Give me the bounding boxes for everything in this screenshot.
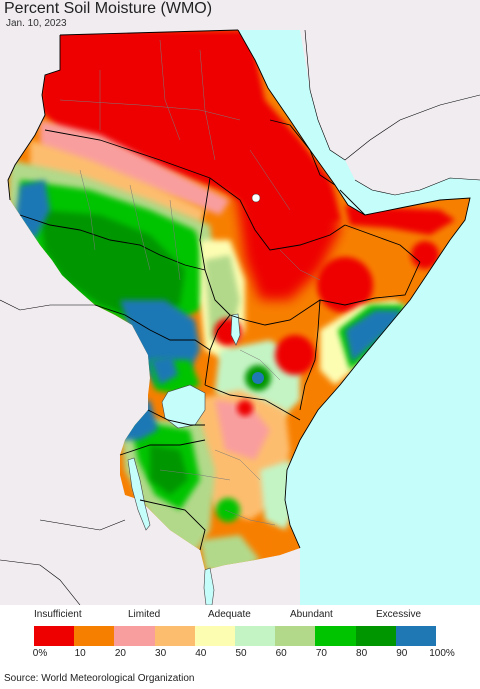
legend-tick-label: 40 (195, 648, 207, 659)
legend-tick-label: 80 (356, 648, 368, 659)
legend-swatch (355, 626, 396, 646)
legend-tick-label: 0% (32, 648, 48, 659)
legend-tick-label: 100% (429, 648, 455, 659)
map-title: Percent Soil Moisture (WMO) (4, 0, 213, 17)
legend-category-insufficient: Insufficient (34, 609, 82, 620)
legend-category-adequate: Adequate (208, 609, 251, 620)
legend-swatch (315, 626, 356, 646)
legend-swatch (194, 626, 236, 646)
legend-color-bar (34, 626, 437, 646)
legend-ticks: 0% 10 20 30 40 50 60 70 80 90 100% (0, 648, 480, 662)
southern-outside (0, 300, 300, 605)
coastline (237, 29, 471, 549)
legend-categories: Insufficient Limited Adequate Abundant E… (0, 609, 480, 623)
source-credit: Source: World Meteorological Organizatio… (4, 673, 195, 684)
arabia-south (345, 95, 480, 195)
legend-category-abundant: Abundant (290, 609, 333, 620)
arabia-land (300, 30, 480, 160)
sea-gulf (340, 178, 480, 215)
legend-tick-label: 10 (74, 648, 86, 659)
legend-swatch (275, 626, 316, 646)
legend-category-limited: Limited (128, 609, 161, 620)
legend-tick-label: 70 (315, 648, 327, 659)
legend-category-excessive: Excessive (376, 609, 422, 620)
legend-tick-label: 20 (114, 648, 126, 659)
legend-swatch (395, 626, 437, 646)
legend-swatch (34, 626, 75, 646)
lake-tanganyika (127, 457, 151, 531)
legend-swatch (235, 626, 276, 646)
arabia-coast (304, 29, 480, 161)
legend-tick-label: 50 (235, 648, 247, 659)
arabia-south-coast (354, 177, 480, 196)
legend-tick-label: 90 (396, 648, 408, 659)
legend-tick-label: 30 (155, 648, 167, 659)
legend-tick-label: 60 (275, 648, 287, 659)
southern-outside-border (0, 299, 126, 605)
legend-swatch (74, 626, 115, 646)
lake-tana (251, 193, 261, 203)
map-date: Jan. 10, 2023 (6, 18, 67, 29)
legend-swatch (154, 626, 195, 646)
admin-borders (59, 39, 321, 526)
lake-malawi (203, 567, 215, 605)
lake-turkana (230, 313, 241, 346)
soil-moisture-map (0, 0, 480, 605)
legend-swatch (114, 626, 155, 646)
